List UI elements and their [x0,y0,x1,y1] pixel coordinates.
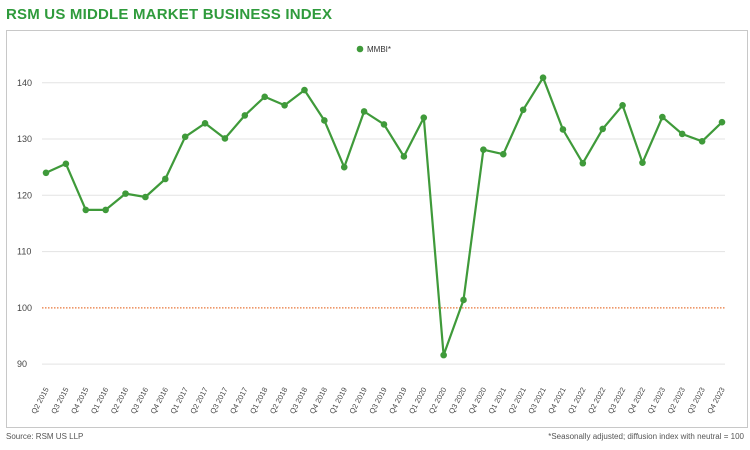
series-line [45,76,723,357]
data-point [639,159,646,166]
x-tick-label: Q4 2019 [387,386,408,416]
y-tick-label: 140 [17,78,32,88]
x-tick-label: Q4 2023 [705,386,726,416]
data-point [161,175,169,183]
x-tick-label: Q4 2022 [626,386,647,416]
x-tick-label: Q2 2016 [109,386,130,416]
x-tick-label: Q2 2023 [666,386,687,416]
x-tick-label: Q2 2021 [506,386,527,416]
x-tick-label: Q1 2019 [328,386,349,416]
gridlines [42,82,725,365]
x-tick-label: Q1 2022 [566,386,587,416]
x-tick-label: Q4 2018 [308,386,329,416]
y-tick-label: 120 [17,190,32,200]
source-note: Source: RSM US LLP [6,432,84,441]
x-tick-label: Q1 2018 [248,386,269,416]
x-tick-label: Q4 2017 [228,386,249,416]
data-point [82,206,90,214]
x-tick-label: Q4 2020 [467,386,488,416]
x-tick-label: Q2 2017 [188,386,209,416]
data-point [440,351,447,359]
legend-marker [356,45,364,53]
data-point [281,101,288,109]
x-tick-label: Q3 2020 [447,386,468,416]
x-tick-label: Q1 2023 [646,386,667,416]
series-group [42,74,726,359]
legend-label: MMBI* [367,45,391,54]
chart-panel: 90 100 110 120 130 140 Q2 2015 Q3 2015 Q4 2015 Q… [6,30,748,428]
data-point [599,125,607,133]
x-tick-label: Q2 2019 [347,386,368,416]
y-tick-label: 100 [17,303,32,313]
x-tick-label: Q3 2015 [49,386,70,416]
footnote: *Seasonally adjusted; diffusion index wi… [548,432,744,441]
data-point [102,206,109,214]
y-tick-label: 130 [17,134,32,144]
data-point [678,130,686,138]
data-point [559,126,567,133]
data-point [619,101,626,109]
data-point [221,135,229,142]
data-point [201,119,209,127]
x-tick-label: Q1 2020 [407,386,428,416]
x-tick-label: Q3 2021 [526,386,547,416]
x-tick-label: Q3 2018 [288,386,309,416]
data-point [499,150,507,158]
x-tick-label: Q3 2022 [606,386,627,416]
data-point [380,121,388,128]
legend: MMBI* [356,45,391,54]
data-point [539,74,547,81]
data-point [241,112,249,119]
x-tick-label: Q3 2019 [367,386,388,416]
data-point [261,93,269,101]
x-tick-label: Q2 2022 [586,386,607,416]
x-tick-label: Q4 2021 [546,386,567,416]
data-point [420,114,428,121]
x-tick-label: Q2 2020 [427,386,448,416]
data-point [142,193,149,201]
data-point [659,113,666,121]
data-point [698,137,706,145]
x-tick-label: Q1 2016 [89,386,110,416]
data-point [400,153,408,160]
x-tick-label: Q4 2016 [149,386,170,416]
x-tick-label: Q3 2017 [208,386,229,416]
y-axis: 90 100 110 120 130 140 [17,78,32,369]
x-tick-label: Q2 2015 [29,386,50,416]
y-tick-label: 90 [17,359,27,369]
chart-title: RSM US MIDDLE MARKET BUSINESS INDEX [6,6,333,23]
data-point [579,159,587,167]
data-point [340,163,348,171]
data-point [181,133,189,141]
x-tick-label: Q4 2015 [69,386,90,416]
data-point [42,169,50,177]
x-tick-label: Q1 2021 [487,386,508,416]
data-point [122,190,129,197]
x-tick-label: Q2 2018 [268,386,289,416]
data-point [460,296,467,304]
x-tick-label: Q1 2017 [168,386,189,416]
data-point [301,86,308,94]
data-point [62,160,70,168]
x-tick-label: Q3 2016 [129,386,150,416]
data-point [519,106,527,114]
x-tick-label: Q3 2023 [685,386,706,416]
data-point [360,108,368,115]
data-point [321,117,328,124]
data-point [480,146,487,154]
y-tick-label: 110 [17,247,31,257]
data-point [718,118,726,126]
